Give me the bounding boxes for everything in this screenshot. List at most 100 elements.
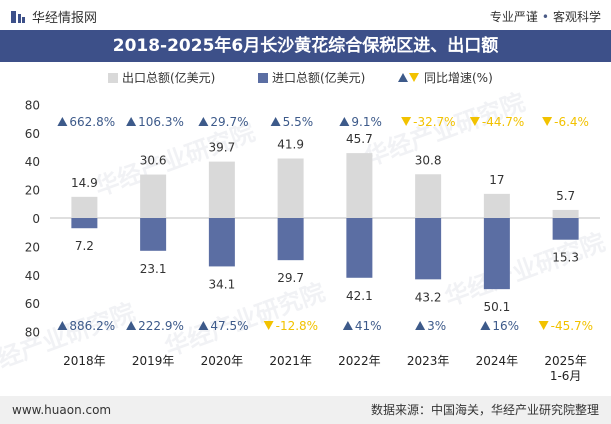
import-growth-label: 886.2% [69,319,115,333]
export-value-label: 5.7 [556,189,575,203]
export-growth-label: 9.1% [351,115,382,129]
legend-up-triangle-icon [398,73,408,82]
legend-growth-label: 同比增速(%) [424,71,493,85]
y-tick-label: 60 [25,127,40,141]
import-growth-label: -12.8% [276,319,318,333]
import-bar [346,218,373,278]
export-value-label: 14.9 [71,176,98,190]
export-bar [277,158,304,218]
export-bar [415,174,442,218]
import-growth-label: 47.5% [210,319,248,333]
import-growth-up-triangle-icon [126,321,137,330]
tagline: 专业严谨 • 客观科学 [490,8,601,25]
export-value-label: 17 [489,173,504,187]
brand-logo-icon [11,10,25,23]
export-growth-up-triangle-icon [57,117,68,126]
export-value-label: 30.8 [415,153,442,167]
footer-source: 数据来源：中国海关，华经产业研究院整理 [370,403,599,417]
export-growth-down-triangle-icon [542,117,553,126]
import-bar [208,218,235,267]
y-tick-label: 40 [25,155,40,169]
export-growth-down-triangle-icon [469,117,480,126]
x-tick-label: 2020年 [201,354,244,368]
export-value-label: 41.9 [277,138,304,152]
x-tick-label: 2024年 [476,354,519,368]
import-bar [71,218,98,229]
y-tick-label: 60 [25,297,40,311]
export-growth-label: -32.7% [413,115,455,129]
dot-separator-icon: • [541,10,549,24]
brand[interactable]: 华经情报网 [10,7,97,26]
footer: www.huaon.com 数据来源：中国海关，华经产业研究院整理 [0,396,611,424]
export-value-label: 39.7 [209,141,236,155]
legend-import-swatch [258,73,268,83]
import-growth-down-triangle-icon [538,321,549,330]
import-bar [277,218,304,261]
y-tick-label: 0 [32,212,40,226]
chart-title: 2018-2025年6月长沙黄花综合保税区进、出口额 [0,30,611,62]
export-bar [140,174,167,218]
x-tick-label: 2025年 [544,354,587,368]
import-bar [415,218,442,280]
export-growth-label: -6.4% [554,115,589,129]
export-growth-down-triangle-icon [401,117,412,126]
import-value-label: 29.7 [277,271,304,285]
export-growth-label: -44.7% [482,115,524,129]
import-growth-label: 3% [427,319,446,333]
import-value-label: 7.2 [75,239,94,253]
import-bar [552,218,579,240]
export-growth-label: 5.5% [283,115,314,129]
import-bar [483,218,510,290]
x-tick-label: 1-6月 [550,369,582,383]
x-tick-label: 2019年 [132,354,175,368]
import-value-label: 42.1 [346,289,373,303]
export-growth-up-triangle-icon [270,117,281,126]
legend-export-label: 出口总额(亿美元) [122,70,215,85]
import-growth-label: -45.7% [551,319,593,333]
chart-area: 出口总额(亿美元) 进口总额(亿美元) 同比增速(%) 80 60 40 20 0 20 40 60… [25,70,600,383]
export-bar [71,196,98,218]
import-value-label: 23.1 [140,262,167,276]
import-value-label: 34.1 [209,277,236,291]
export-growth-label: 106.3% [138,115,184,129]
import-growth-down-triangle-icon [263,321,274,330]
legend-export-swatch [108,73,118,83]
export-growth-up-triangle-icon [198,117,209,126]
header-bar: 华经情报网 专业严谨 • 客观科学 [0,0,611,30]
import-growth-label: 16% [492,319,519,333]
x-tick-label: 2018年 [63,354,106,368]
import-growth-up-triangle-icon [415,321,426,330]
tagline-left: 专业严谨 [489,10,538,24]
export-bar [483,193,510,218]
brand-name: 华经情报网 [32,11,98,26]
export-bar [552,209,579,218]
export-growth-up-triangle-icon [126,117,137,126]
footer-url[interactable]: www.huaon.com [12,403,112,417]
y-tick-label: 80 [25,326,40,340]
x-tick-label: 2023年 [407,354,450,368]
x-tick-label: 2022年 [338,354,381,368]
legend-import-label: 进口总额(亿美元) [272,70,365,85]
export-growth-label: 662.8% [69,115,115,129]
import-growth-label: 41% [355,319,382,333]
y-tick-label: 20 [25,184,40,198]
import-value-label: 15.3 [552,251,579,265]
export-value-label: 30.6 [140,154,167,168]
export-bar [208,161,235,218]
y-tick-label: 20 [25,240,40,254]
import-growth-up-triangle-icon [198,321,209,330]
export-value-label: 45.7 [346,132,373,146]
import-value-label: 43.2 [415,290,442,304]
tagline-right: 客观科学 [552,10,601,24]
legend-down-triangle-icon [409,73,419,82]
export-bar [346,153,373,218]
import-growth-up-triangle-icon [342,321,353,330]
import-growth-label: 222.9% [138,319,184,333]
export-growth-label: 29.7% [210,115,248,129]
import-value-label: 50.1 [484,300,511,314]
y-tick-label: 40 [25,269,40,283]
import-growth-up-triangle-icon [57,321,68,330]
import-bar [140,218,167,251]
import-growth-up-triangle-icon [480,321,491,330]
export-growth-up-triangle-icon [339,117,350,126]
